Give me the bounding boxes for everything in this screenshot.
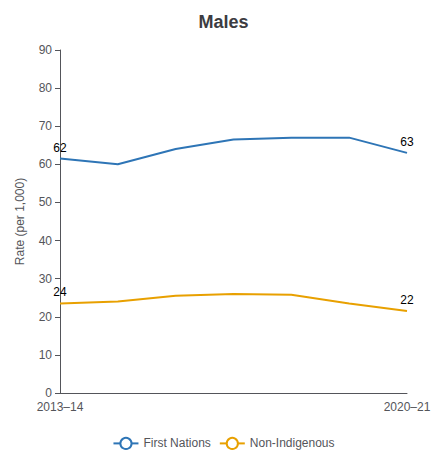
svg-text:2013–14: 2013–14 (37, 400, 84, 414)
svg-text:62: 62 (53, 141, 67, 155)
svg-text:30: 30 (39, 272, 53, 286)
svg-text:Rate (per 1,000): Rate (per 1,000) (13, 178, 27, 265)
svg-text:10: 10 (39, 348, 53, 362)
svg-text:40: 40 (39, 234, 53, 248)
svg-text:80: 80 (39, 81, 53, 95)
svg-text:2020–21: 2020–21 (384, 400, 431, 414)
svg-text:50: 50 (39, 195, 53, 209)
svg-text:Non-Indigenous: Non-Indigenous (250, 436, 335, 450)
svg-text:70: 70 (39, 119, 53, 133)
svg-text:0: 0 (45, 386, 52, 400)
svg-text:60: 60 (39, 157, 53, 171)
svg-text:20: 20 (39, 310, 53, 324)
svg-text:22: 22 (400, 293, 414, 307)
svg-text:90: 90 (39, 43, 53, 57)
svg-text:Males: Males (198, 12, 248, 32)
svg-text:63: 63 (400, 135, 414, 149)
svg-text:24: 24 (53, 285, 67, 299)
svg-text:First Nations: First Nations (143, 436, 210, 450)
